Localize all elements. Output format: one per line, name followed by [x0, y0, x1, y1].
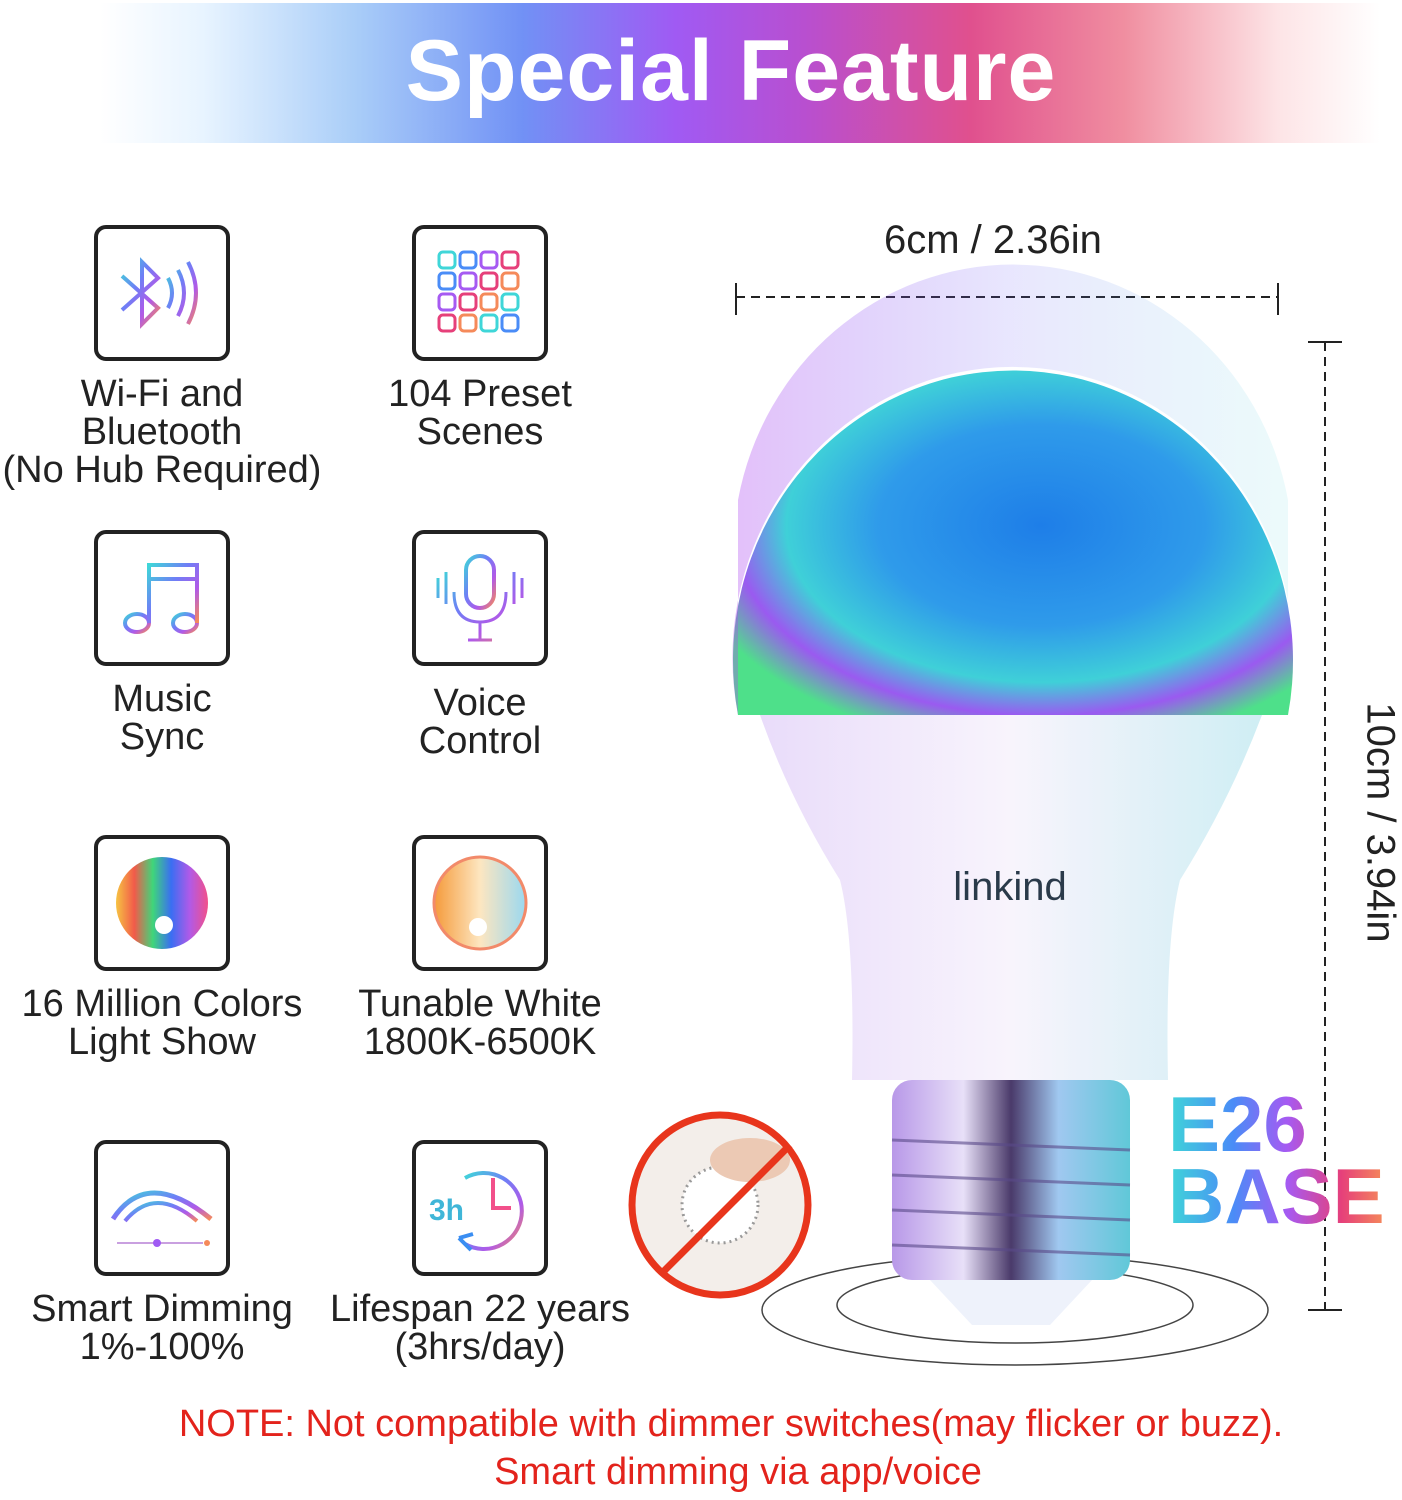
feature-16-million-colors: 16 Million Colors Light Show [0, 835, 332, 1061]
feature-tunable-white: Tunable White 1800K-6500K [310, 835, 650, 1061]
grid-cell [479, 313, 499, 333]
feature-label: Music [112, 678, 212, 720]
feature-wifi-bluetooth: Wi-Fi and Bluetooth (No Hub Required) [0, 225, 332, 489]
title-banner [100, 3, 1380, 143]
feature-label: 1%-100% [79, 1326, 245, 1368]
height-dimension-line [1308, 341, 1342, 1311]
brand-logo: linkind [953, 865, 1066, 909]
feature-lifespan: 3h Lifespan 22 years (3hrs/day) [310, 1140, 650, 1366]
music-note-icon [94, 530, 230, 666]
grid-cell [500, 250, 520, 270]
grid-cell [458, 250, 478, 270]
feature-label: Bluetooth [81, 411, 243, 453]
feature-label: Wi-Fi and [80, 373, 244, 415]
note-line-2: Smart dimming via app/voice [494, 1451, 982, 1493]
bluetooth-wifi-icon [94, 225, 230, 361]
grid-cell [458, 271, 478, 291]
grid-cell [458, 313, 478, 333]
microphone-icon [412, 530, 548, 666]
base-line: BASE [1168, 1152, 1385, 1240]
grid-cell [500, 271, 520, 291]
feature-preset-scenes: 104 Preset Scenes [310, 225, 650, 451]
feature-label: Control [418, 720, 542, 762]
grid-cell [479, 271, 499, 291]
feature-label: Lifespan 22 years [330, 1288, 630, 1330]
width-dimension-label: 6cm / 2.36in [884, 218, 1102, 262]
clock-icon-text: 3h [429, 1194, 464, 1227]
feature-label: Scenes [416, 411, 544, 453]
grid-cell [437, 313, 457, 333]
e26-base-label: E26 BASE [1168, 1088, 1385, 1232]
feature-music-sync: Music Sync [0, 530, 332, 756]
feature-label: Smart Dimming [31, 1288, 293, 1330]
feature-voice-control: Voice Control [310, 530, 650, 760]
color-wheel-icon [94, 835, 230, 971]
grid-cell [437, 250, 457, 270]
grid-cell [437, 271, 457, 291]
feature-label: (No Hub Required) [2, 449, 322, 491]
feature-label: Voice [433, 682, 527, 724]
feature-smart-dimming: Smart Dimming 1%-100% [0, 1140, 332, 1366]
feature-label: (3hrs/day) [394, 1326, 566, 1368]
grid-cell [500, 292, 520, 312]
preset-scenes-grid-icon [412, 225, 548, 361]
no-dimmer-switch-icon [628, 1111, 812, 1299]
feature-label: Tunable White [358, 983, 602, 1025]
feature-label: 104 Preset [388, 373, 572, 415]
base-line: E26 [1168, 1080, 1307, 1168]
feature-label: Light Show [67, 1021, 256, 1063]
warm-white-wheel-icon [412, 835, 548, 971]
dimming-arc-icon [94, 1140, 230, 1276]
note-line-1: NOTE: Not compatible with dimmer switche… [178, 1403, 1284, 1445]
grid-cell [458, 292, 478, 312]
page-title: Special Feature [405, 23, 1057, 119]
grid-cell [479, 250, 499, 270]
feature-label: 16 Million Colors [21, 983, 303, 1025]
grid-cell [437, 292, 457, 312]
feature-label: Sync [119, 716, 205, 758]
feature-label: 1800K-6500K [363, 1021, 597, 1063]
clock-3h-icon: 3h [412, 1140, 548, 1276]
grid-cell [500, 313, 520, 333]
grid-cell [479, 292, 499, 312]
